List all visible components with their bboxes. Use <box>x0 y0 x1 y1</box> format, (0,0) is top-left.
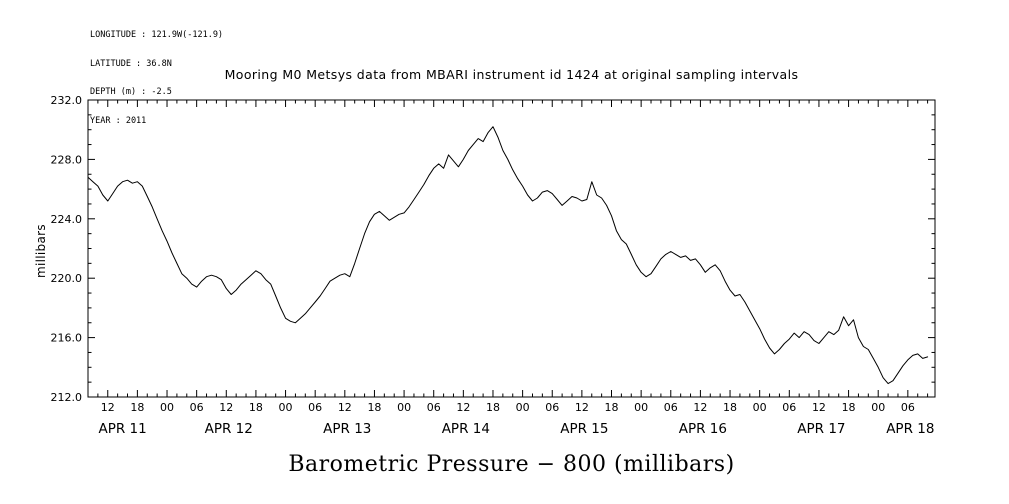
x-tick-label: 12 <box>338 401 352 414</box>
x-tick-label: 06 <box>782 401 796 414</box>
x-date-label: APR 17 <box>797 421 845 437</box>
x-tick-label: 18 <box>367 401 381 414</box>
metadata-year: YEAR : 2011 <box>90 115 147 126</box>
x-tick-label: 06 <box>308 401 322 414</box>
x-tick-label: 12 <box>101 401 115 414</box>
x-date-label: APR 11 <box>98 421 146 437</box>
chart-title: Mooring M0 Metsys data from MBARI instru… <box>224 67 799 82</box>
x-date-labels: APR 11 APR 12 APR 13 APR 14 APR 15 APR 16 APR … <box>98 421 934 437</box>
x-tick-label: 18 <box>605 401 619 414</box>
x-tick-label: 00 <box>871 401 885 414</box>
plot-frame <box>87 99 936 398</box>
x-tick-label: 00 <box>753 401 767 414</box>
x-tick-label: 18 <box>130 401 144 414</box>
x-axis-title: Barometric Pressure − 800 (millibars) <box>288 452 735 477</box>
x-tick-label: 12 <box>456 401 470 414</box>
metadata-longitude: LONGITUDE : 121.9W(-121.9) <box>90 30 224 40</box>
y-tick-labels: 212.0 216.0 220.0 224.0 228.0 232.0 <box>51 94 83 404</box>
y-axis-ticks <box>88 114 935 383</box>
x-date-label: APR 15 <box>560 421 608 437</box>
y-tick-label: 224.0 <box>51 213 83 226</box>
y-tick-label: 216.0 <box>51 332 83 345</box>
x-tick-label: 12 <box>219 401 233 414</box>
x-tick-label: 06 <box>427 401 441 414</box>
x-date-label: APR 18 <box>886 421 934 437</box>
y-tick-label: 212.0 <box>51 391 83 404</box>
x-tick-label: 18 <box>249 401 263 414</box>
x-tick-label: 18 <box>486 401 500 414</box>
y-tick-label: 232.0 <box>51 94 83 107</box>
x-date-label: APR 12 <box>205 421 253 437</box>
x-date-label: APR 16 <box>679 421 727 437</box>
metadata-latitude: LATITUDE : 36.8N <box>90 58 172 69</box>
pressure-series-path <box>87 126 929 385</box>
x-date-label: APR 13 <box>323 421 371 437</box>
x-tick-label: 18 <box>723 401 737 414</box>
x-tick-label: 12 <box>812 401 826 414</box>
metadata-depth: DEPTH (m) : -2.5 <box>90 87 172 97</box>
x-tick-label: 00 <box>397 401 411 414</box>
x-tick-label: 00 <box>160 401 174 414</box>
x-tick-labels: 12 18 00 06 12 18 00 06 12 18 00 06 12 18 00 06 12 18 00 06… <box>101 401 915 414</box>
x-tick-label: 00 <box>279 401 293 414</box>
x-tick-label: 06 <box>901 401 915 414</box>
x-tick-label: 00 <box>634 401 648 414</box>
x-date-label: APR 14 <box>442 421 490 437</box>
y-tick-label: 220.0 <box>51 272 83 285</box>
x-tick-label: 00 <box>516 401 530 414</box>
x-tick-label: 18 <box>842 401 856 414</box>
x-tick-label: 06 <box>190 401 204 414</box>
x-tick-label: 06 <box>545 401 559 414</box>
x-tick-label: 12 <box>693 401 707 414</box>
pressure-line <box>87 126 929 385</box>
x-tick-label: 06 <box>664 401 678 414</box>
x-axis-ticks <box>97 100 929 397</box>
x-tick-label: 12 <box>575 401 589 414</box>
metadata-block: LONGITUDE : 121.9W(-121.9) LATITUDE : 36… <box>90 12 223 145</box>
y-tick-label: 228.0 <box>51 153 83 166</box>
